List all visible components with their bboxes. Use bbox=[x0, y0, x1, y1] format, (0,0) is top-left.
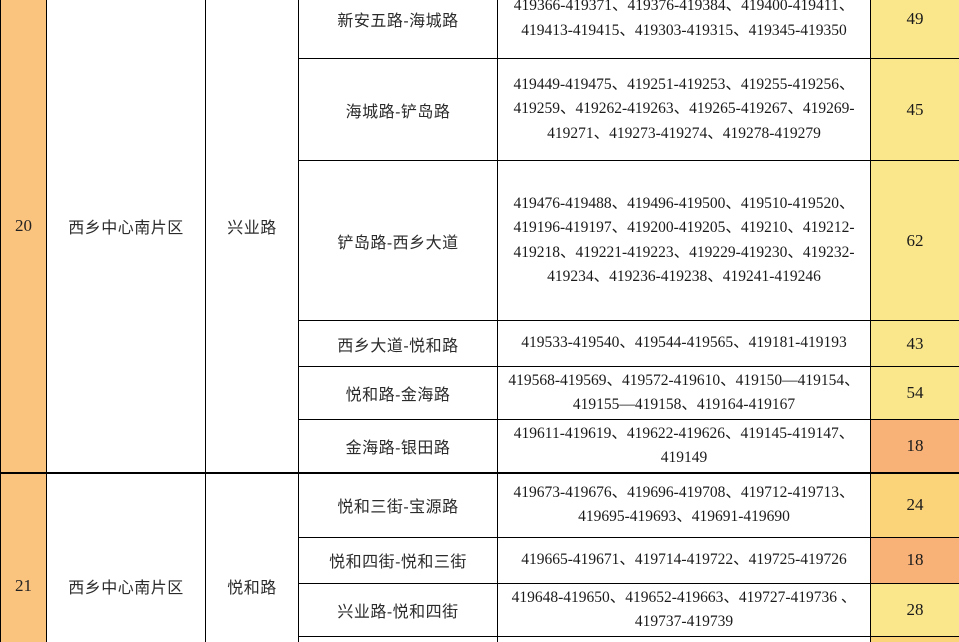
area-name-cell: 西乡中心南片区 bbox=[46, 472, 206, 642]
meter-number-ranges-cell: 419742-419756、419636-419642、419644-41964… bbox=[497, 635, 871, 642]
table-row: 21 西乡中心南片区 悦和路 悦和三街-宝源路 419673-419676、419696… bbox=[0, 472, 959, 642]
meter-number-ranges-cell: 419568-419569、419572-419610、419150—41915… bbox=[497, 365, 871, 421]
road-segment-cell: 悦和路-金海路 bbox=[298, 365, 498, 421]
table-row: 海城路-铲岛路 419449-419475、419251-419253、41925… bbox=[1, 58, 959, 161]
road-name-cell: 兴业路 bbox=[205, 0, 299, 474]
count-cell: 62 bbox=[870, 160, 959, 321]
count-cell: 18 bbox=[870, 536, 959, 584]
count-cell: 43 bbox=[870, 320, 959, 367]
count-cell: 25 bbox=[870, 635, 959, 642]
road-segment-cell: 悦和路尽头-兴业路 bbox=[298, 635, 498, 642]
table-row: 铲岛路-西乡大道 419476-419488、419496-419500、4195… bbox=[1, 160, 959, 321]
road-segment-cell: 悦和三街-宝源路 bbox=[298, 472, 498, 538]
count-cell: 24 bbox=[870, 472, 959, 538]
road-segment-cell: 兴业路-悦和四街 bbox=[298, 582, 498, 637]
count-cell: 54 bbox=[870, 365, 959, 421]
meter-number-ranges-cell: 419611-419619、419622-419626、419145-41914… bbox=[497, 419, 871, 474]
road-name-cell: 悦和路 bbox=[205, 472, 299, 642]
meter-number-ranges-cell: 419673-419676、419696-419708、419712-41971… bbox=[497, 472, 871, 538]
road-segment-cell: 海城路-铲岛路 bbox=[298, 58, 498, 161]
meter-number-ranges-cell: 419476-419488、419496-419500、419510-41952… bbox=[497, 160, 871, 321]
meter-number-ranges-cell: 419533-419540、419544-419565、419181-41919… bbox=[497, 320, 871, 367]
area-name-cell: 西乡中心南片区 bbox=[46, 0, 206, 474]
road-segment-cell: 铲岛路-西乡大道 bbox=[298, 160, 498, 321]
meter-number-ranges-cell: 419648-419650、419652-419663、419727-41973… bbox=[497, 582, 871, 637]
table-row: 西乡大道-悦和路 419533-419540、419544-419565、4191… bbox=[1, 320, 959, 367]
count-cell: 28 bbox=[870, 582, 959, 637]
meter-number-ranges-cell: 419665-419671、419714-419722、419725-41972… bbox=[497, 536, 871, 584]
road-segment-cell: 新安五路-海城路 bbox=[298, 0, 498, 59]
table-row: 20 西乡中心南片区 兴业路 新安五路-海城路 419366-419371、419376… bbox=[0, 0, 959, 474]
meter-number-ranges-cell: 419366-419371、419376-419384、419400-41941… bbox=[497, 0, 871, 59]
row-index-cell: 21 bbox=[0, 472, 47, 642]
meter-number-ranges-cell: 419449-419475、419251-419253、419255-41925… bbox=[497, 58, 871, 161]
row-index-cell: 20 bbox=[0, 0, 47, 474]
road-segment-cell: 悦和四街-悦和三街 bbox=[298, 536, 498, 584]
road-segment-cell: 金海路-银田路 bbox=[298, 419, 498, 474]
table-row: 兴业路-悦和四街 419648-419650、419652-419663、4197… bbox=[1, 582, 959, 637]
table-row: 悦和路-金海路 419568-419569、419572-419610、41915… bbox=[1, 365, 959, 421]
count-cell: 49 bbox=[870, 0, 959, 59]
table-row: 悦和路尽头-兴业路419742-419756、419636-419642、419… bbox=[1, 635, 959, 642]
road-segment-cell: 西乡大道-悦和路 bbox=[298, 320, 498, 367]
count-cell: 18 bbox=[870, 419, 959, 474]
count-cell: 45 bbox=[870, 58, 959, 161]
